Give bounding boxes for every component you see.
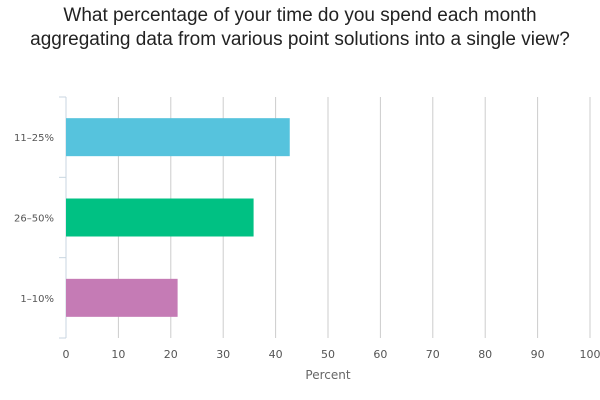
bar [66,198,254,237]
x-tick-label: 20 [164,348,178,361]
x-axis-title: Percent [305,368,350,382]
x-tick-label: 10 [111,348,125,361]
bars [66,118,290,317]
category-label: 1–10% [20,294,54,305]
x-tick-label: 0 [63,348,70,361]
x-tick-label: 50 [321,348,335,361]
x-tick-label: 40 [269,348,283,361]
category-label: 11–25% [14,133,54,144]
bar [66,118,290,157]
x-tick-label: 60 [373,348,387,361]
y-axis-category-labels: 11–25% 26–50% 1–10% [14,133,54,305]
x-tick-label: 30 [216,348,230,361]
category-axis [59,96,67,339]
chart-title: What percentage of your time do you spen… [30,5,570,50]
x-tick-label: 70 [426,348,440,361]
category-label: 26–50% [14,214,54,225]
x-axis-tick-labels: 0 10 20 30 40 50 60 70 80 90 100 [63,348,600,361]
x-tick-label: 90 [531,348,545,361]
bar [66,278,178,317]
x-tick-label: 80 [478,348,492,361]
x-tick-label: 100 [580,348,600,361]
